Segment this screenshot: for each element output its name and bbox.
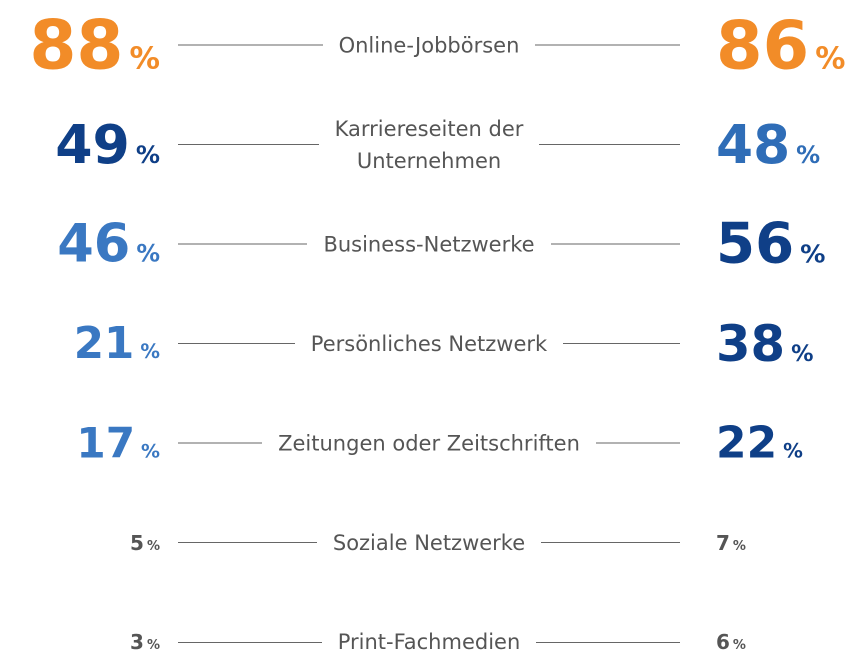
row: 49% Karriereseiten der Unternehmen 48% bbox=[0, 113, 848, 177]
connector-line bbox=[178, 243, 308, 245]
connector-line bbox=[178, 44, 323, 46]
percent-sign: % bbox=[129, 41, 161, 77]
label-line: Zeitungen oder Zeitschriften bbox=[278, 431, 580, 455]
percent-sign: % bbox=[135, 141, 160, 169]
percent-sign: % bbox=[732, 638, 746, 653]
label-line: Business-Netzwerke bbox=[323, 232, 535, 256]
row-label: Zeitungen oder Zeitschriften bbox=[262, 427, 596, 459]
right-block: 48% bbox=[680, 114, 848, 176]
row: 5% Soziale Netzwerke 7% bbox=[0, 527, 848, 559]
connector-line bbox=[178, 641, 322, 643]
right-block: 7% bbox=[680, 531, 848, 555]
percent-sign: % bbox=[140, 339, 160, 363]
left-value: 49 bbox=[55, 113, 130, 176]
right-value: 22 bbox=[716, 417, 778, 469]
left-block: 17% bbox=[0, 419, 178, 468]
right-block: 38% bbox=[680, 315, 848, 373]
right-value: 7 bbox=[716, 530, 730, 555]
connector-line bbox=[178, 144, 319, 145]
row: 21% Persönliches Netzwerk 38% bbox=[0, 315, 848, 373]
row-label: Soziale Netzwerke bbox=[317, 527, 541, 559]
connector-line bbox=[535, 44, 680, 46]
left-block: 5% bbox=[0, 531, 178, 555]
percent-sign: % bbox=[136, 239, 160, 268]
percent-sign: % bbox=[141, 440, 160, 463]
row-label: Online-Jobbörsen bbox=[323, 29, 536, 61]
row-label: Business-Netzwerke bbox=[307, 228, 550, 260]
right-block: 22% bbox=[680, 418, 848, 469]
row-label: Persönliches Netzwerk bbox=[295, 328, 563, 360]
label-line: Print-Fachmedien bbox=[337, 630, 521, 654]
label-line: Online-Jobbörsen bbox=[338, 33, 520, 57]
percent-sign: % bbox=[800, 239, 826, 269]
percent-sign: % bbox=[732, 538, 746, 554]
right-block: 56% bbox=[680, 212, 848, 277]
row-label: Print-Fachmedien bbox=[322, 626, 537, 658]
right-value: 56 bbox=[716, 211, 795, 277]
right-value: 38 bbox=[716, 314, 786, 373]
connector-line bbox=[539, 144, 681, 145]
left-value: 5 bbox=[130, 530, 144, 555]
connector-line bbox=[595, 442, 681, 444]
label-line: Soziale Netzwerke bbox=[332, 530, 526, 555]
label-line: Karriereseiten der bbox=[334, 116, 524, 141]
row: 3% Print-Fachmedien 6% bbox=[0, 626, 848, 658]
left-block: 21% bbox=[0, 319, 178, 369]
row: 17% Zeitungen oder Zeitschriften 22% bbox=[0, 418, 848, 469]
left-block: 49% bbox=[0, 113, 178, 176]
percent-sign: % bbox=[791, 340, 814, 367]
percent-sign: % bbox=[796, 140, 821, 169]
left-value: 17 bbox=[76, 418, 136, 468]
label-line: Unternehmen bbox=[356, 148, 502, 173]
row: 88% Online-Jobbörsen 86% bbox=[0, 6, 848, 85]
label-line: Persönliches Netzwerk bbox=[310, 331, 548, 356]
left-block: 3% bbox=[0, 630, 178, 654]
percent-sign: % bbox=[146, 638, 160, 653]
left-value: 88 bbox=[29, 5, 124, 85]
left-value: 46 bbox=[57, 213, 131, 275]
connector-line bbox=[563, 343, 680, 344]
connector-line bbox=[178, 442, 263, 444]
percent-sign: % bbox=[783, 439, 803, 463]
right-block: 86% bbox=[680, 6, 848, 84]
left-value: 21 bbox=[73, 318, 135, 369]
right-value: 6 bbox=[716, 630, 730, 654]
left-block: 88% bbox=[0, 6, 178, 85]
right-block: 6% bbox=[680, 630, 848, 654]
right-value: 86 bbox=[716, 6, 810, 84]
row-label: Karriereseiten der Unternehmen bbox=[319, 113, 540, 177]
right-value: 48 bbox=[716, 113, 791, 176]
connector-line bbox=[536, 641, 680, 643]
row: 46% Business-Netzwerke 56% bbox=[0, 212, 848, 277]
percent-sign: % bbox=[146, 538, 160, 554]
connector-line bbox=[178, 542, 317, 543]
left-block: 46% bbox=[0, 214, 178, 275]
left-value: 3 bbox=[130, 630, 144, 654]
percent-sign: % bbox=[815, 41, 846, 76]
connector-line bbox=[541, 542, 680, 543]
connector-line bbox=[550, 243, 681, 245]
connector-line bbox=[178, 343, 295, 344]
